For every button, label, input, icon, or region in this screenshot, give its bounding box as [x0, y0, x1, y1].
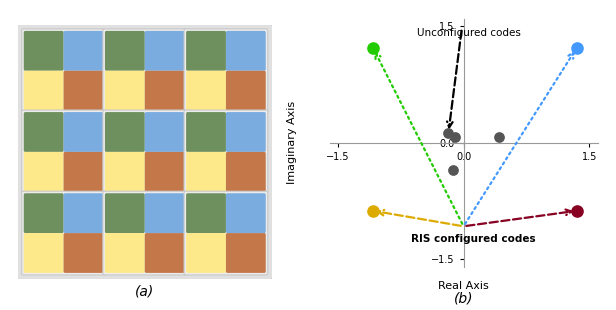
FancyBboxPatch shape — [145, 31, 185, 71]
FancyBboxPatch shape — [184, 110, 268, 194]
Point — [572, 46, 582, 51]
FancyBboxPatch shape — [145, 193, 185, 233]
FancyBboxPatch shape — [22, 191, 105, 275]
Text: (b): (b) — [454, 291, 473, 305]
FancyBboxPatch shape — [186, 112, 226, 152]
Text: RIS configured codes: RIS configured codes — [411, 234, 536, 244]
FancyBboxPatch shape — [226, 112, 265, 152]
Point — [444, 130, 453, 135]
FancyBboxPatch shape — [22, 110, 105, 194]
FancyBboxPatch shape — [105, 31, 145, 71]
FancyBboxPatch shape — [63, 193, 103, 233]
Point — [448, 167, 458, 172]
FancyBboxPatch shape — [105, 233, 145, 273]
FancyBboxPatch shape — [24, 71, 63, 111]
FancyBboxPatch shape — [145, 233, 185, 273]
FancyBboxPatch shape — [145, 112, 185, 152]
X-axis label: Real Axis: Real Axis — [438, 281, 489, 291]
FancyBboxPatch shape — [22, 29, 105, 113]
FancyBboxPatch shape — [145, 71, 185, 111]
FancyBboxPatch shape — [186, 71, 226, 111]
FancyBboxPatch shape — [63, 233, 103, 273]
FancyBboxPatch shape — [184, 29, 268, 113]
FancyBboxPatch shape — [186, 31, 226, 71]
Point — [368, 46, 378, 51]
FancyBboxPatch shape — [24, 152, 63, 192]
FancyBboxPatch shape — [24, 233, 63, 273]
FancyBboxPatch shape — [105, 71, 145, 111]
Text: (a): (a) — [135, 284, 155, 298]
FancyBboxPatch shape — [145, 152, 185, 192]
FancyBboxPatch shape — [24, 31, 63, 71]
FancyBboxPatch shape — [186, 193, 226, 233]
FancyBboxPatch shape — [103, 110, 187, 194]
FancyBboxPatch shape — [105, 193, 145, 233]
FancyBboxPatch shape — [63, 71, 103, 111]
FancyBboxPatch shape — [103, 191, 187, 275]
FancyBboxPatch shape — [24, 112, 63, 152]
FancyBboxPatch shape — [226, 71, 265, 111]
FancyBboxPatch shape — [184, 191, 268, 275]
FancyBboxPatch shape — [226, 31, 265, 71]
FancyBboxPatch shape — [226, 233, 265, 273]
Text: Unconfigured codes: Unconfigured codes — [416, 28, 521, 38]
FancyBboxPatch shape — [63, 112, 103, 152]
FancyBboxPatch shape — [24, 193, 63, 233]
FancyBboxPatch shape — [105, 152, 145, 192]
FancyBboxPatch shape — [226, 193, 265, 233]
FancyBboxPatch shape — [103, 29, 187, 113]
FancyBboxPatch shape — [17, 24, 273, 280]
Point — [494, 135, 504, 140]
FancyBboxPatch shape — [63, 31, 103, 71]
Point — [572, 208, 582, 213]
Point — [368, 208, 378, 213]
Point — [450, 135, 460, 140]
FancyBboxPatch shape — [105, 112, 145, 152]
FancyBboxPatch shape — [186, 233, 226, 273]
FancyBboxPatch shape — [226, 152, 265, 192]
FancyBboxPatch shape — [63, 152, 103, 192]
Y-axis label: Imaginary Axis: Imaginary Axis — [288, 101, 298, 184]
FancyBboxPatch shape — [186, 152, 226, 192]
